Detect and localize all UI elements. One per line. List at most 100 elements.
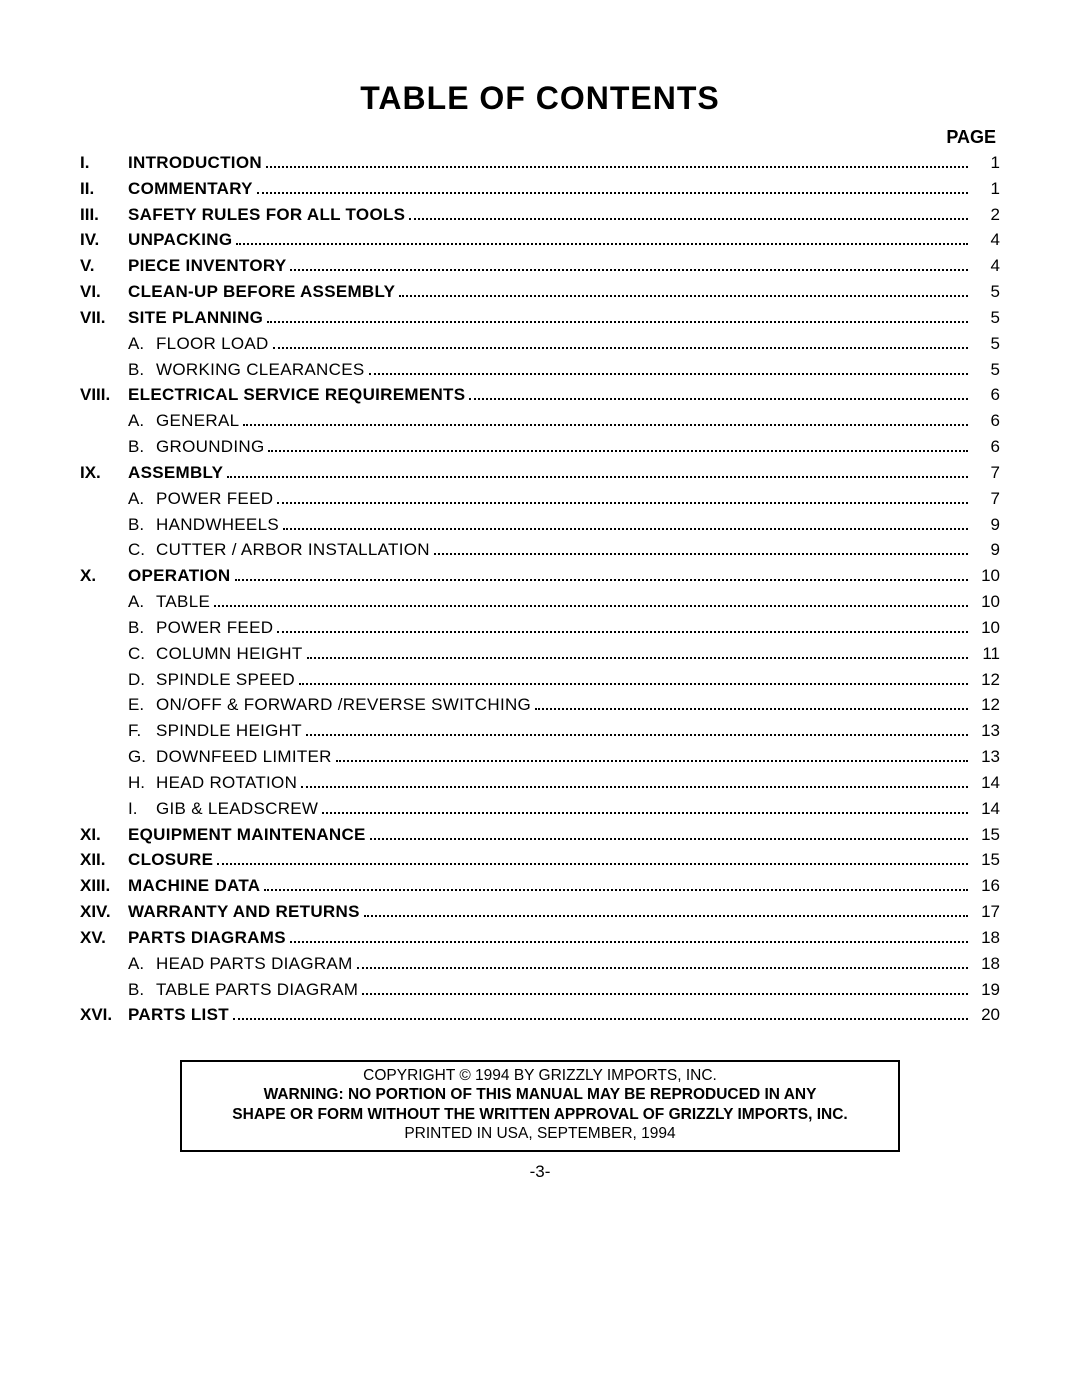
toc-sub-row: B.HANDWHEELS9 <box>80 512 1000 538</box>
toc-sub-title: GIB & LEADSCREW <box>156 796 318 822</box>
dot-leader <box>233 1008 968 1021</box>
toc-sub-page: 14 <box>972 770 1000 796</box>
toc-section-page: 18 <box>972 925 1000 951</box>
copyright-warning-2: SHAPE OR FORM WITHOUT THE WRITTEN APPROV… <box>192 1105 888 1124</box>
dot-leader <box>301 775 968 788</box>
dot-leader <box>322 801 968 814</box>
toc-section-row: X.OPERATION10 <box>80 563 1000 589</box>
toc-sub-title: SPINDLE SPEED <box>156 667 295 693</box>
dot-leader <box>266 155 968 168</box>
toc-sub-letter: D. <box>128 667 156 693</box>
dot-leader <box>273 336 968 349</box>
dot-leader <box>409 207 968 220</box>
toc-sub-page: 5 <box>972 357 1000 383</box>
toc-section-page: 6 <box>972 382 1000 408</box>
toc-section-row: III.SAFETY RULES FOR ALL TOOLS2 <box>80 202 1000 228</box>
toc-sub-title: COLUMN HEIGHT <box>156 641 303 667</box>
toc-sub-title: POWER FEED <box>156 486 273 512</box>
toc-section-row: XVI.PARTS LIST20 <box>80 1002 1000 1028</box>
dot-leader <box>434 543 968 556</box>
toc-sub-title: TABLE <box>156 589 210 615</box>
dot-leader <box>257 181 968 194</box>
toc-section-title: CLEAN-UP BEFORE ASSEMBLY <box>128 279 395 305</box>
toc-sub-row: A.GENERAL6 <box>80 408 1000 434</box>
toc-sub-page: 5 <box>972 331 1000 357</box>
toc-section-number: III. <box>80 202 128 228</box>
toc-section-number: VII. <box>80 305 128 331</box>
toc-sub-letter: H. <box>128 770 156 796</box>
dot-leader <box>243 414 968 427</box>
copyright-printed: PRINTED IN USA, SEPTEMBER, 1994 <box>192 1124 888 1143</box>
dot-leader <box>290 259 968 272</box>
dot-leader <box>369 362 969 375</box>
toc-section-title: MACHINE DATA <box>128 873 260 899</box>
toc-sub-row: A.HEAD PARTS DIAGRAM18 <box>80 951 1000 977</box>
toc-sub-page: 12 <box>972 692 1000 718</box>
toc-sub-page: 7 <box>972 486 1000 512</box>
toc-section-title: UNPACKING <box>128 227 232 253</box>
toc-section-title: PARTS DIAGRAMS <box>128 925 286 951</box>
dot-leader <box>307 646 968 659</box>
toc-sub-letter: A. <box>128 331 156 357</box>
toc-sub-page: 18 <box>972 951 1000 977</box>
toc-section-row: XV.PARTS DIAGRAMS18 <box>80 925 1000 951</box>
toc-sub-row: B.GROUNDING6 <box>80 434 1000 460</box>
dot-leader <box>370 827 968 840</box>
copyright-box: COPYRIGHT © 1994 BY GRIZZLY IMPORTS, INC… <box>180 1060 900 1152</box>
toc-section-number: XII. <box>80 847 128 873</box>
page: TABLE OF CONTENTS PAGE I.INTRODUCTION1II… <box>0 0 1080 1397</box>
toc-sub-row: D.SPINDLE SPEED12 <box>80 667 1000 693</box>
toc-section-page: 5 <box>972 305 1000 331</box>
toc-sub-title: HANDWHEELS <box>156 512 279 538</box>
toc-sub-row: I.GIB & LEADSCREW14 <box>80 796 1000 822</box>
page-column-header: PAGE <box>80 127 1000 148</box>
toc-sub-page: 13 <box>972 744 1000 770</box>
dot-leader <box>336 749 968 762</box>
toc-sub-row: A.POWER FEED 7 <box>80 486 1000 512</box>
toc-section-page: 4 <box>972 253 1000 279</box>
toc-section-page: 17 <box>972 899 1000 925</box>
toc-section-number: I. <box>80 150 128 176</box>
toc-section-page: 20 <box>972 1002 1000 1028</box>
dot-leader <box>357 956 968 969</box>
toc-sub-letter: A. <box>128 486 156 512</box>
toc-sub-title: CUTTER / ARBOR INSTALLATION <box>156 537 430 563</box>
dot-leader <box>399 284 968 297</box>
dot-leader <box>277 620 968 633</box>
toc-sub-page: 19 <box>972 977 1000 1003</box>
toc-section-title: INTRODUCTION <box>128 150 262 176</box>
toc-section-number: IX. <box>80 460 128 486</box>
toc-section-page: 5 <box>972 279 1000 305</box>
toc-sub-letter: A. <box>128 408 156 434</box>
toc-section-title: CLOSURE <box>128 847 213 873</box>
toc-section-number: XI. <box>80 822 128 848</box>
toc-sub-row: F.SPINDLE HEIGHT13 <box>80 718 1000 744</box>
toc-sub-row: A.FLOOR LOAD5 <box>80 331 1000 357</box>
toc-sub-letter: A. <box>128 589 156 615</box>
page-number: -3- <box>0 1162 1080 1182</box>
toc-section-number: VI. <box>80 279 128 305</box>
toc-section-row: XII.CLOSURE15 <box>80 847 1000 873</box>
dot-leader <box>227 465 968 478</box>
dot-leader <box>217 853 968 866</box>
dot-leader <box>268 439 968 452</box>
toc-section-row: XI.EQUIPMENT MAINTENANCE15 <box>80 822 1000 848</box>
dot-leader <box>235 569 968 582</box>
toc-sub-row: B.POWER FEED10 <box>80 615 1000 641</box>
toc-sub-letter: B. <box>128 977 156 1003</box>
toc-sub-page: 13 <box>972 718 1000 744</box>
toc-sub-letter: B. <box>128 357 156 383</box>
toc-sub-letter: B. <box>128 512 156 538</box>
dot-leader <box>264 878 968 891</box>
dot-leader <box>236 233 968 246</box>
toc-section-number: V. <box>80 253 128 279</box>
dot-leader <box>267 310 968 323</box>
toc-sub-page: 6 <box>972 408 1000 434</box>
toc-sub-letter: E. <box>128 692 156 718</box>
toc-sub-row: E.ON/OFF & FORWARD /REVERSE SWITCHING12 <box>80 692 1000 718</box>
toc-section-page: 7 <box>972 460 1000 486</box>
toc-section-page: 15 <box>972 822 1000 848</box>
toc-sub-letter: I. <box>128 796 156 822</box>
toc-sub-page: 9 <box>972 537 1000 563</box>
toc-sub-title: TABLE PARTS DIAGRAM <box>156 977 358 1003</box>
